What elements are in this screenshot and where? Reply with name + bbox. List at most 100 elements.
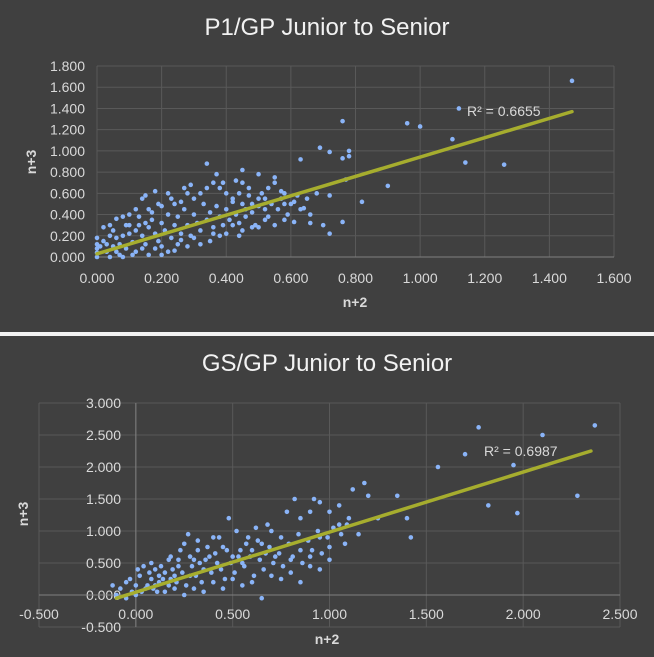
y-tick-label: 0.500 xyxy=(86,555,121,571)
data-point xyxy=(185,244,190,249)
data-point xyxy=(307,509,313,515)
data-point xyxy=(162,570,168,575)
data-point xyxy=(282,201,287,207)
data-point xyxy=(114,216,119,222)
data-point xyxy=(114,249,119,254)
data-point xyxy=(189,563,195,569)
data-point xyxy=(110,583,115,588)
data-point xyxy=(592,423,598,428)
data-point xyxy=(359,199,365,205)
data-point xyxy=(251,573,257,579)
y-tick-label: 0.000 xyxy=(50,249,85,265)
data-point xyxy=(120,233,126,239)
data-point xyxy=(181,206,187,212)
data-point xyxy=(350,487,356,492)
data-point xyxy=(307,212,313,217)
chart-p1-svg: P1/GP Junior to Senior n+2 n+3 0.000 0.20… xyxy=(23,14,632,310)
data-point xyxy=(181,185,187,191)
data-point xyxy=(408,535,414,540)
data-point xyxy=(191,586,197,591)
data-point xyxy=(356,531,361,537)
data-point xyxy=(172,248,177,253)
data-point xyxy=(217,233,223,239)
data-point xyxy=(165,191,171,196)
data-point xyxy=(139,246,145,251)
data-point xyxy=(207,238,213,244)
data-point xyxy=(304,196,310,201)
data-point xyxy=(141,563,146,569)
data-point xyxy=(137,573,143,579)
data-point xyxy=(172,222,177,228)
y-tick-label: 0.400 xyxy=(50,207,85,223)
data-point xyxy=(257,557,263,563)
data-point xyxy=(214,560,220,566)
x-axis-label: n+2 xyxy=(343,294,368,310)
data-point xyxy=(236,233,242,239)
data-point xyxy=(314,191,320,196)
data-point xyxy=(195,538,201,543)
data-point xyxy=(227,217,232,223)
data-point xyxy=(240,228,245,233)
data-point xyxy=(276,551,282,556)
data-point xyxy=(327,193,332,198)
y-tick-label: 1.600 xyxy=(50,79,85,95)
data-point xyxy=(243,214,248,219)
data-point xyxy=(123,579,129,585)
data-point xyxy=(135,567,141,572)
data-point xyxy=(107,222,113,228)
data-point xyxy=(346,153,352,159)
data-point xyxy=(271,560,276,566)
data-point xyxy=(166,583,172,588)
data-point xyxy=(220,544,226,550)
data-point xyxy=(187,554,193,559)
data-point xyxy=(259,595,265,601)
data-point xyxy=(298,157,303,162)
chart-title: P1/GP Junior to Senior xyxy=(204,14,449,41)
y-tick-label: 0.800 xyxy=(50,164,85,180)
data-point xyxy=(127,576,133,582)
y-tick-label: 1.000 xyxy=(50,143,85,159)
data-point xyxy=(290,554,296,559)
data-point xyxy=(262,217,268,223)
data-point xyxy=(234,528,239,534)
data-point xyxy=(136,222,142,228)
data-point xyxy=(172,573,177,579)
data-point xyxy=(211,579,216,585)
data-point xyxy=(149,217,155,223)
data-point xyxy=(127,231,132,236)
data-point xyxy=(511,462,516,468)
data-point xyxy=(476,425,481,430)
y-tick-label: -0.500 xyxy=(81,619,121,635)
y-tick-label: 3.000 xyxy=(86,395,121,411)
data-point xyxy=(298,579,303,585)
data-point xyxy=(340,118,345,124)
data-point xyxy=(198,228,203,233)
data-point xyxy=(147,570,152,575)
data-point xyxy=(311,496,317,502)
y-tick-label: 2.000 xyxy=(86,459,121,475)
data-point xyxy=(176,557,181,563)
data-point xyxy=(346,148,352,154)
x-tick-label: 1.000 xyxy=(403,270,438,286)
data-point xyxy=(178,547,183,553)
data-point xyxy=(272,180,278,186)
data-point xyxy=(158,563,164,569)
data-point xyxy=(253,525,259,531)
data-point xyxy=(146,206,151,212)
data-point xyxy=(156,238,161,244)
chart-panel-p1: P1/GP Junior to Senior n+2 n+3 0.000 0.20… xyxy=(23,14,632,310)
data-point xyxy=(191,212,197,217)
data-point xyxy=(101,238,106,244)
data-point xyxy=(175,241,181,247)
data-point xyxy=(501,162,507,167)
r-squared-label: R² = 0.6655 xyxy=(467,103,541,119)
data-point xyxy=(205,544,210,550)
data-point xyxy=(204,161,210,166)
data-point xyxy=(224,547,230,553)
data-point xyxy=(170,567,175,572)
data-point xyxy=(172,201,177,207)
data-point xyxy=(336,522,342,527)
data-point xyxy=(212,551,218,556)
data-point xyxy=(216,535,222,540)
data-point xyxy=(222,576,228,582)
